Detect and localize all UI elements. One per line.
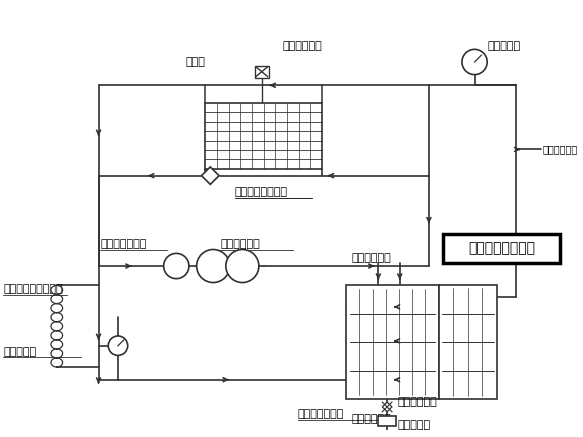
Text: クーラリヒータ: クーラリヒータ (298, 409, 344, 419)
Circle shape (164, 253, 189, 279)
Text: 蔣発温度計: 蔣発温度計 (3, 347, 37, 357)
Polygon shape (382, 402, 392, 412)
Text: 冷凍用圧縮機: 冷凍用圧縮機 (220, 239, 260, 249)
Bar (444, 234, 560, 263)
Text: セカンドリヒータ: セカンドリヒータ (468, 242, 535, 256)
Bar (255, 66, 269, 77)
Text: ファンモータ: ファンモータ (283, 42, 322, 52)
Circle shape (196, 250, 230, 283)
Text: 空気圧力計: 空気圧力計 (487, 42, 520, 52)
Bar (346, 285, 438, 399)
Text: オートドレン: オートドレン (351, 413, 391, 423)
Bar (438, 285, 497, 399)
Text: フィルタドライヤ: フィルタドライヤ (234, 187, 287, 197)
Bar (378, 416, 396, 427)
Polygon shape (202, 167, 219, 184)
Text: 圧縮空気入口: 圧縮空気入口 (351, 253, 391, 263)
Text: 凝縮器: 凝縮器 (186, 57, 206, 67)
Bar (205, 103, 322, 169)
Text: 圧縮空気出口: 圧縮空気出口 (543, 144, 578, 154)
Text: キャピラリチューブ: キャピラリチューブ (3, 284, 63, 295)
Circle shape (462, 49, 487, 75)
Text: アキュムレータ: アキュムレータ (100, 239, 147, 249)
Circle shape (226, 250, 259, 283)
Circle shape (108, 336, 128, 355)
Text: ボールバルブ: ボールバルブ (398, 397, 438, 407)
Text: ドレン出口: ドレン出口 (398, 420, 431, 430)
